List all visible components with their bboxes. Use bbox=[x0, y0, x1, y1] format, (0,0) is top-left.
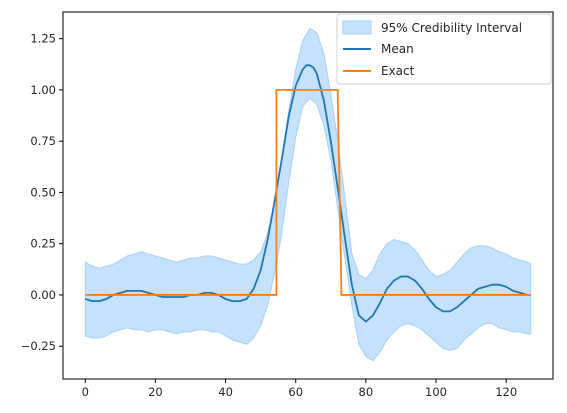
axes-frame bbox=[62, 11, 554, 380]
y-tick-label: 0.50 bbox=[30, 185, 56, 199]
y-tick-label: −0.25 bbox=[21, 339, 56, 353]
x-tick-label: 20 bbox=[148, 385, 163, 399]
x-tick-label: 40 bbox=[218, 385, 233, 399]
legend-swatch-credibility-interval bbox=[342, 20, 372, 35]
credibility-interval-band bbox=[84, 27, 532, 362]
y-tick-label: 1.25 bbox=[30, 32, 56, 46]
axes-border bbox=[62, 11, 554, 380]
y-axis: −0.25 0.00 0.25 0.50 0.75 1.00 1.25 bbox=[21, 32, 63, 353]
plot-area bbox=[84, 27, 532, 362]
legend-label-mean: Mean bbox=[381, 42, 414, 56]
x-tick-label: 120 bbox=[495, 385, 517, 399]
legend-box bbox=[336, 13, 552, 85]
y-tick-label: 1.00 bbox=[30, 83, 56, 97]
y-tick-label: 0.75 bbox=[30, 134, 56, 148]
y-tick-label: 0.00 bbox=[30, 288, 56, 302]
legend: 95% Credibility Interval Mean Exact bbox=[336, 13, 552, 85]
series-line-mean bbox=[85, 64, 531, 323]
x-axis: 0 20 40 60 80 100 120 bbox=[82, 379, 517, 399]
legend-label-credibility-interval: 95% Credibility Interval bbox=[381, 21, 522, 35]
x-tick-label: 60 bbox=[288, 385, 303, 399]
x-tick-label: 100 bbox=[425, 385, 447, 399]
y-tick-label: 0.25 bbox=[30, 237, 56, 251]
x-tick-label: 0 bbox=[82, 385, 89, 399]
legend-label-exact: Exact bbox=[381, 64, 415, 78]
x-tick-label: 80 bbox=[359, 385, 374, 399]
series-line-exact bbox=[85, 89, 531, 296]
